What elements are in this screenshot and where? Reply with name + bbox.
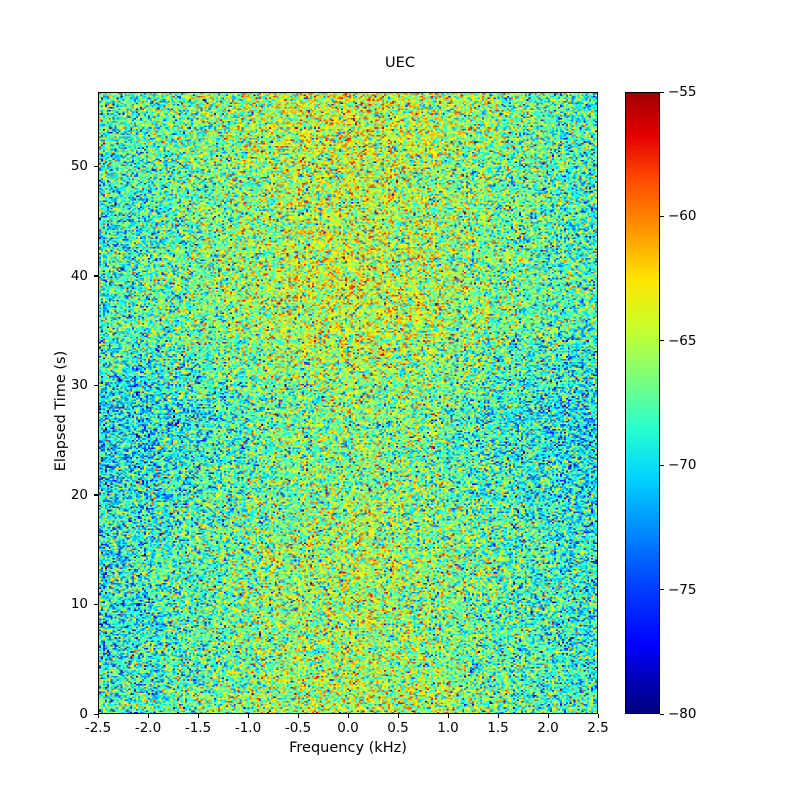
y-tick-mark: [94, 384, 98, 387]
colorbar-tick-mark: [660, 215, 664, 217]
y-tick-mark: [94, 494, 98, 496]
colorbar-gradient: [626, 93, 659, 713]
spectrogram-heatmap: [99, 93, 597, 713]
y-axis-label: Elapsed Time (s): [53, 350, 69, 472]
x-tick-label: 0.5: [387, 720, 409, 736]
colorbar-tick-label: −80: [668, 706, 697, 722]
x-tick-mark: [397, 714, 399, 718]
y-tick-label: 20: [70, 486, 88, 503]
x-tick-label: -0.5: [284, 720, 312, 736]
x-tick-mark: [347, 714, 349, 718]
colorbar-tick-label: −60: [668, 208, 697, 225]
x-tick-label: 2.5: [587, 720, 609, 736]
colorbar-tick-mark: [660, 464, 664, 466]
y-tick-mark: [94, 275, 98, 277]
colorbar-tick-label: −75: [668, 581, 697, 598]
x-tick-mark: [547, 714, 549, 718]
y-tick-mark: [94, 603, 98, 606]
colorbar-tick-mark: [660, 713, 664, 715]
y-tick-mark: [94, 165, 98, 168]
colorbar-tick-label: −70: [668, 457, 697, 474]
y-tick-label: 50: [70, 158, 88, 175]
x-tick-mark: [247, 714, 249, 718]
x-tick-label: -2.5: [84, 720, 112, 736]
x-tick-mark: [597, 714, 599, 718]
colorbar-tick-label: −55: [668, 84, 697, 100]
y-tick-mark: [94, 713, 98, 715]
y-tick-label: 10: [70, 596, 88, 613]
y-tick-label: 30: [70, 377, 88, 394]
x-tick-label: 0.0: [337, 720, 359, 736]
x-tick-label: 2.0: [537, 720, 559, 736]
colorbar[interactable]: [625, 92, 660, 714]
colorbar-tick-label: −65: [668, 332, 697, 349]
spectrogram-axes[interactable]: [98, 92, 598, 714]
x-tick-mark: [497, 714, 499, 718]
x-tick-mark: [197, 714, 199, 718]
x-tick-label: 1.5: [487, 720, 509, 736]
x-tick-mark: [447, 714, 449, 718]
y-tick-label: 40: [70, 267, 88, 284]
x-tick-mark: [297, 714, 299, 718]
x-tick-label: -2.0: [134, 720, 162, 736]
x-tick-label: -1.0: [234, 720, 262, 736]
colorbar-tick-mark: [660, 91, 664, 93]
x-tick-label: 1.0: [437, 720, 459, 736]
colorbar-tick-mark: [660, 589, 664, 591]
x-tick-label: -1.5: [184, 720, 212, 736]
y-tick-label: 0: [79, 706, 88, 722]
x-tick-mark: [147, 714, 149, 718]
page-title: UEC: [385, 55, 415, 71]
x-tick-mark: [97, 714, 99, 718]
x-axis-label: Frequency (kHz): [289, 740, 407, 756]
colorbar-tick-mark: [660, 340, 664, 342]
